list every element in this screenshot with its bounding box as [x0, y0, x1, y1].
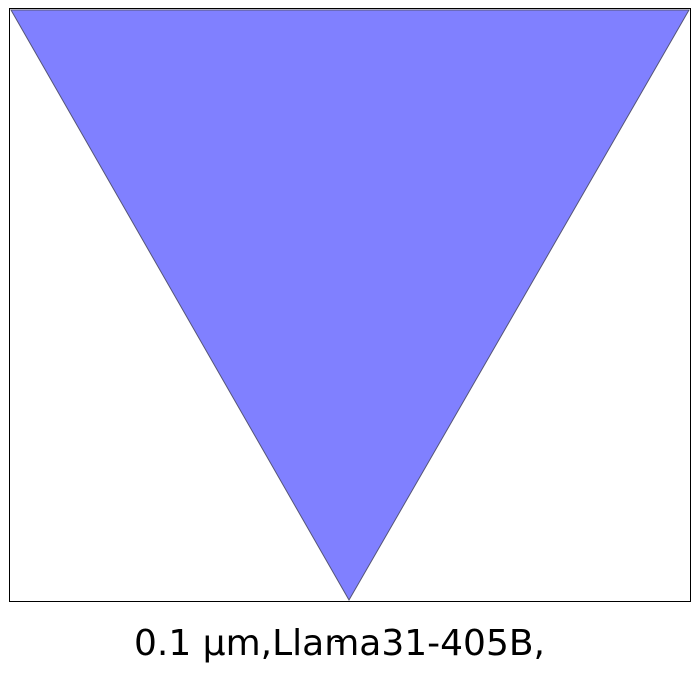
figure-frame [9, 8, 691, 602]
figure-caption: 0.1 μm,Llama31-405B, [133, 623, 545, 664]
inverted-triangle [10, 9, 690, 601]
figure-canvas [10, 9, 690, 601]
tick-mark [335, 640, 343, 642]
